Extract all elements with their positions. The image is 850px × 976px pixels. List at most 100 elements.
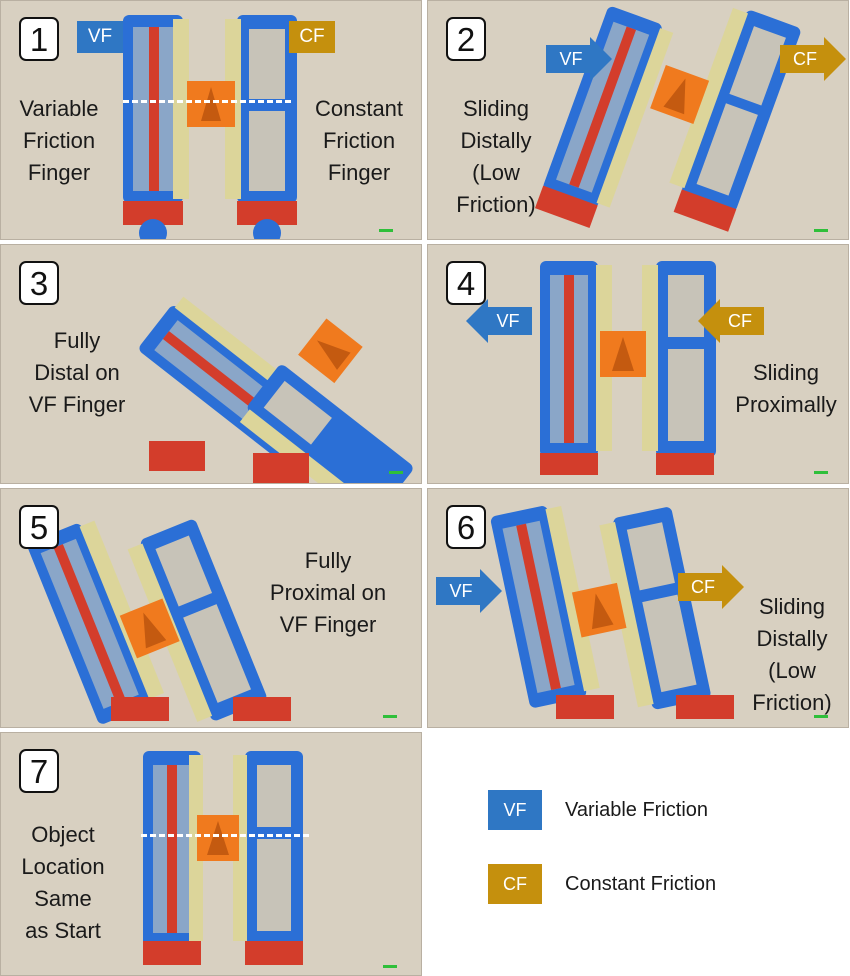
cf-arrow-text: CF [691, 576, 715, 597]
vf-base-6 [556, 695, 614, 719]
caption-line: Distally [756, 626, 828, 651]
panel-6-photo [428, 489, 848, 727]
cf-base-6 [676, 695, 734, 719]
scale-bar [389, 471, 403, 474]
panel-4-photo [428, 245, 848, 483]
panel-7-photo [1, 733, 421, 975]
caption-line: Sliding [752, 360, 820, 385]
cf-arrow-right [678, 565, 744, 609]
caption-line: Same [34, 886, 92, 911]
step-number: 2 [446, 17, 486, 61]
caption-line: Friction [22, 128, 96, 153]
object-6 [571, 582, 627, 638]
panel-2-photo [428, 1, 848, 239]
caption: Sliding Proximally [724, 357, 848, 421]
caption: Sliding Distally (Low Friction) [440, 93, 552, 221]
cf-finger-2 [669, 7, 801, 232]
panel-5-photo [1, 489, 421, 727]
caption-line: Location [21, 854, 105, 879]
legend-label-vf: Variable Friction [565, 799, 709, 821]
cf-arrow-text: CF [793, 48, 817, 69]
caption: Fully Distal on VF Finger [17, 325, 137, 421]
cf-finger-1 [225, 15, 297, 239]
scale-bar [379, 229, 393, 232]
vf-arrow-left [466, 299, 532, 343]
caption: Object Location Same as Start [7, 819, 119, 947]
vf-base-3 [149, 441, 205, 471]
cf-finger-7 [233, 751, 303, 965]
vf-tag: VF [77, 21, 123, 53]
cf-arrow-right [780, 37, 846, 81]
legend-label-cf: Constant Friction [565, 873, 717, 895]
caption-line: Proximal on [269, 580, 387, 605]
start-line [123, 100, 291, 103]
caption-line: VF Finger [28, 392, 126, 417]
caption-line: Object [31, 822, 95, 847]
cf-finger-6 [599, 507, 711, 710]
cf-base-5 [233, 697, 291, 721]
panel-2: 2 VF CF Sliding Distally (Low Friction) [427, 0, 849, 240]
vf-arrow-right [436, 569, 502, 613]
caption-line: Variable [19, 96, 99, 121]
object-5 [119, 598, 180, 659]
vf-arrow-text: VF [449, 580, 473, 601]
caption-line: Fully [304, 548, 352, 573]
scale-bar [383, 715, 397, 718]
scale-bar [814, 229, 828, 232]
panel-4: 4 VF CF Sliding Proximally [427, 244, 849, 484]
panel-1-photo [1, 1, 421, 239]
scale-bar [383, 965, 397, 968]
legend-swatch-vf: VF [488, 790, 542, 830]
legend-swatch-cf: CF [488, 864, 542, 904]
legend: VF Variable Friction CF Constant Frictio… [427, 732, 850, 976]
caption-line: Fully [53, 328, 101, 353]
caption-right: Constant Friction Finger [303, 93, 415, 189]
cf-finger-4 [642, 261, 716, 475]
caption: Fully Proximal on VF Finger [263, 545, 393, 641]
panel-3: 3 Fully Distal on VF Finger [0, 244, 422, 484]
panel-5: 5 Fully Proximal on VF Finger [0, 488, 422, 728]
cf-arrow-label: CF [678, 565, 728, 609]
vf-arrow-text: VF [559, 48, 583, 69]
cf-base-3 [253, 453, 309, 483]
cf-tag: CF [289, 21, 335, 53]
caption-line: Finger [327, 160, 391, 185]
step-number: 5 [19, 505, 59, 549]
object-1 [187, 81, 235, 127]
caption-line: Distally [460, 128, 532, 153]
object-2 [650, 64, 710, 124]
panel-7: 7 Object Location Same as Start [0, 732, 422, 976]
vf-arrow-label: VF [484, 299, 532, 343]
start-line [141, 834, 309, 837]
cf-arrow-text: CF [728, 310, 752, 331]
step-number: 4 [446, 261, 486, 305]
caption-line: Sliding [758, 594, 826, 619]
vf-arrow-text: VF [496, 310, 520, 331]
cf-arrow-label: CF [716, 299, 764, 343]
vf-finger-6 [490, 505, 600, 708]
cf-arrow-label: CF [780, 37, 830, 81]
scale-bar [814, 471, 828, 474]
vf-arrow-label: VF [546, 37, 596, 81]
object-7 [197, 815, 239, 861]
object-4 [600, 331, 646, 377]
caption-line: Sliding [462, 96, 530, 121]
vf-arrow-right [546, 37, 612, 81]
step-number: 7 [19, 749, 59, 793]
cf-arrow-left [698, 299, 764, 343]
panel-6: 6 VF CF Sliding Distally (Low Friction) [427, 488, 849, 728]
vf-finger-2 [535, 6, 674, 228]
vf-finger-7 [143, 751, 203, 965]
vf-finger-1 [123, 15, 189, 239]
caption-line: Friction) [752, 690, 832, 715]
object-3 [298, 318, 363, 384]
vf-arrow-label: VF [436, 569, 486, 613]
caption-line: (Low [768, 658, 816, 683]
caption-line: Constant [314, 96, 404, 121]
vf-base-5 [111, 697, 169, 721]
step-number: 1 [19, 17, 59, 61]
caption-line: VF Finger [279, 612, 377, 637]
caption-line: as Start [25, 918, 101, 943]
step-number: 6 [446, 505, 486, 549]
panel-1: 1 VF CF Variable Friction Finger Constan… [0, 0, 422, 240]
